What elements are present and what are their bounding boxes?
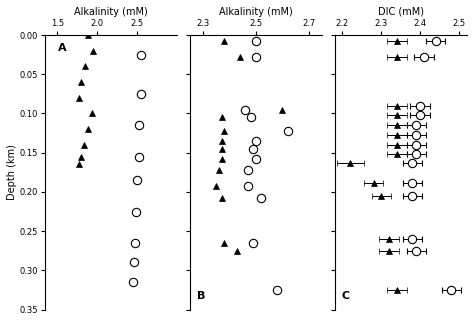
- X-axis label: DIC (mM): DIC (mM): [378, 7, 424, 17]
- X-axis label: Alkalinity (mM): Alkalinity (mM): [74, 7, 148, 17]
- Text: A: A: [58, 43, 67, 53]
- Text: B: B: [197, 291, 205, 301]
- Text: C: C: [341, 291, 349, 301]
- Y-axis label: Depth (km): Depth (km): [7, 144, 17, 200]
- X-axis label: Alkalinity (mM): Alkalinity (mM): [219, 7, 293, 17]
